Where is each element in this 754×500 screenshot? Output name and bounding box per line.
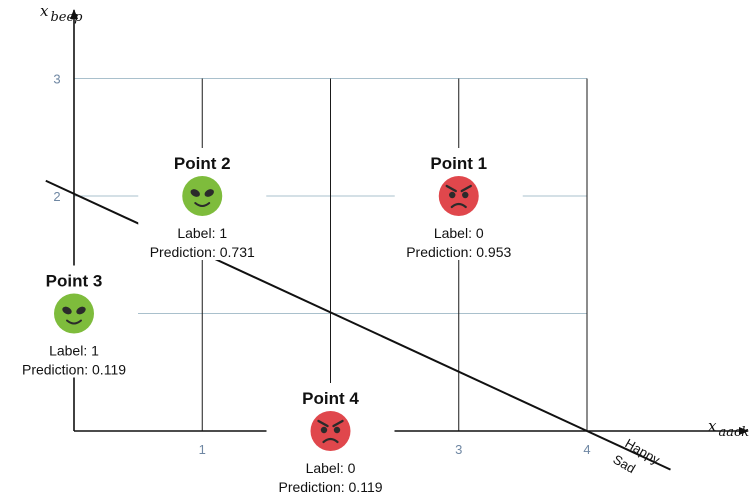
- x-tick-label: 3: [455, 442, 462, 457]
- point-label-text: Label: 1: [49, 343, 99, 359]
- happy-alien-icon: [54, 293, 94, 334]
- happy-alien-icon: [182, 176, 223, 216]
- x-tick-label: 1: [199, 442, 206, 457]
- angry-alien-icon: [438, 176, 479, 216]
- point-prediction-text: Prediction: 0.119: [278, 479, 382, 495]
- x-axis-title: x aack: [708, 417, 749, 440]
- point-prediction-text: Prediction: 0.953: [406, 244, 511, 260]
- point-label-text: Label: 0: [306, 460, 356, 476]
- data-points: Point 1 Label: 0 Prediction: 0.953 Point 2 L…: [10, 148, 523, 495]
- sad-region-label: Sad: [611, 452, 639, 477]
- point-label-text: Label: 0: [434, 225, 484, 241]
- data-point: Point 1 Label: 0 Prediction: 0.953: [394, 148, 523, 260]
- data-point: Point 3 Label: 1 Prediction: 0.119: [10, 265, 138, 378]
- decision-boundary-line-extension: [586, 430, 671, 471]
- point-prediction-text: Prediction: 0.119: [22, 362, 126, 378]
- angry-alien-icon: [310, 411, 351, 451]
- y-tick-label: 3: [53, 72, 60, 87]
- point-name: Point 2: [174, 154, 231, 173]
- data-point: Point 4 Label: 0 Prediction: 0.119: [266, 383, 395, 495]
- y-axis-title: x beep: [40, 2, 83, 25]
- decision-boundary-line: [45, 179, 588, 432]
- point-label-text: Label: 1: [177, 225, 227, 241]
- data-point: Point 2 Label: 1 Prediction: 0.731: [138, 148, 267, 260]
- point-name: Point 4: [302, 389, 359, 408]
- point-name: Point 1: [430, 154, 487, 173]
- point-name: Point 3: [46, 272, 103, 291]
- point-prediction-text: Prediction: 0.731: [150, 244, 255, 260]
- y-tick-label: 2: [53, 189, 60, 204]
- x-tick-label: 4: [583, 442, 590, 457]
- tick-labels: 1 3 4 2 3: [53, 72, 590, 458]
